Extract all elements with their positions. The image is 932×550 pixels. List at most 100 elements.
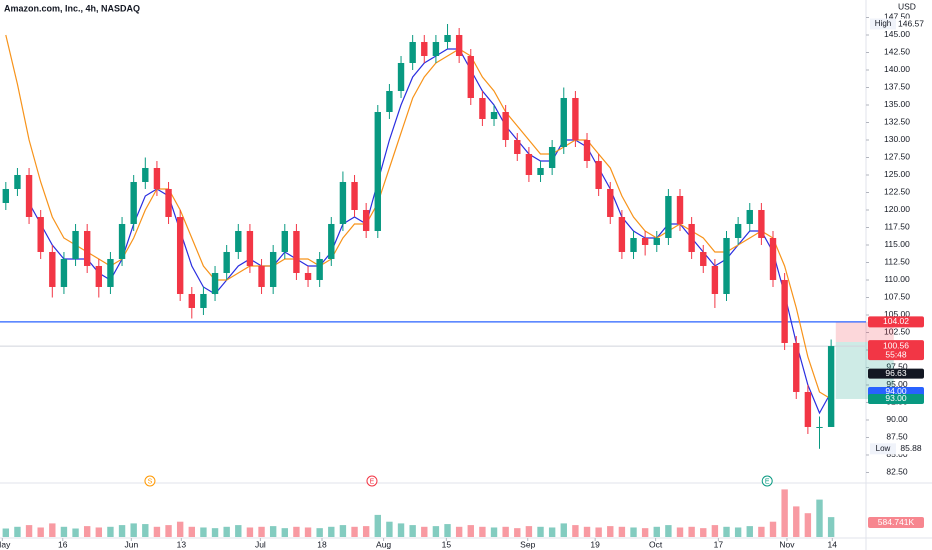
y-tick-label: 135.00 — [884, 99, 910, 109]
volume-bar — [281, 528, 288, 537]
candle-body — [246, 230, 254, 266]
candle-body — [653, 237, 660, 245]
x-tick-label: Oct — [649, 539, 663, 549]
candle-body — [211, 272, 219, 294]
y-tick-label: 130.00 — [884, 134, 910, 144]
price-badge-label: 94.00 — [885, 386, 907, 396]
y-tick-label: 90.00 — [886, 414, 908, 424]
volume-bar — [769, 521, 777, 537]
candle-body — [734, 223, 742, 238]
position-stop-zone — [835, 321, 866, 343]
x-tick-label: 15 — [442, 539, 452, 549]
volume-bar — [246, 527, 254, 537]
volume-bar — [781, 489, 788, 537]
candle-body — [397, 62, 405, 91]
volume-bar — [142, 524, 149, 537]
y-tick-label: 95.00 — [886, 379, 908, 389]
y-tick-label: 132.50 — [884, 117, 910, 127]
price-badge — [868, 368, 924, 379]
x-tick-label: 18 — [317, 539, 327, 549]
candle-body — [595, 160, 602, 189]
event-marker-label: E — [765, 478, 770, 485]
volume-bar — [548, 527, 556, 537]
volume-bar — [316, 528, 323, 537]
candle-body — [328, 223, 335, 259]
candle-body — [560, 97, 567, 147]
volume-bar — [479, 526, 486, 537]
y-tick-label: 127.50 — [884, 152, 910, 162]
x-tick-label: 16 — [58, 539, 68, 549]
candle-body — [467, 55, 474, 98]
candle-body — [827, 346, 835, 427]
candle-body — [351, 181, 358, 210]
candle-body — [281, 230, 288, 252]
volume-bar — [223, 526, 230, 537]
volume-bar — [107, 526, 114, 537]
volume-bar — [200, 527, 207, 537]
moving-average-line — [28, 48, 832, 415]
y-tick-label: 97.50 — [886, 362, 908, 372]
volume-bar — [641, 528, 649, 537]
event-marker — [761, 475, 773, 487]
candle-body — [374, 111, 381, 231]
volume-bar — [607, 526, 614, 537]
x-tick-label: Jul — [255, 539, 266, 549]
x-tick-label: Aug — [376, 539, 391, 549]
volume-bar — [37, 527, 44, 537]
candle-body — [455, 34, 463, 56]
y-tick-label: 110.00 — [884, 274, 910, 284]
candle-body — [258, 265, 265, 287]
volume-bar — [374, 514, 381, 537]
candle-body — [25, 174, 33, 217]
candle-body — [711, 265, 719, 294]
axes: 82.5085.0087.5090.0092.5095.0097.50100.0… — [0, 12, 924, 550]
chart-title: Amazon.com, Inc., 4h, NASDAQ — [4, 3, 140, 13]
volume-bar — [211, 528, 219, 537]
y-tick-label: 117.50 — [884, 222, 910, 232]
candle-body — [583, 139, 591, 161]
volume-bar — [153, 526, 161, 537]
candle-body — [479, 97, 486, 119]
candle-body — [153, 167, 161, 189]
volume-bar — [455, 526, 463, 537]
candle-body — [525, 153, 533, 175]
price-badge — [868, 316, 924, 328]
candle-body — [548, 146, 556, 168]
candle-body — [362, 209, 370, 231]
last-price-label: 100.56 — [883, 340, 909, 350]
volume-bar — [130, 523, 137, 537]
candle-body — [572, 97, 579, 140]
candle-body — [142, 167, 149, 182]
y-tick-label: 122.50 — [884, 187, 910, 197]
y-tick-label: 115.00 — [884, 239, 910, 249]
event-marker-label: S — [148, 478, 153, 485]
candle-body — [293, 230, 300, 273]
y-tick-label: 140.00 — [884, 64, 910, 74]
price-badge — [868, 393, 924, 404]
candle-body — [769, 237, 777, 280]
volume-bar — [444, 524, 451, 537]
y-tick-label: 142.50 — [884, 47, 910, 57]
volume-bar — [514, 528, 521, 537]
volume-bar — [49, 523, 56, 537]
candle-body — [316, 258, 323, 280]
extreme-value-bg — [897, 18, 924, 30]
volume-bar — [339, 525, 347, 537]
x-tick-label: Nov — [779, 539, 795, 549]
volume-bar — [804, 513, 812, 537]
candle-body — [688, 223, 695, 252]
price-badge-label: 93.00 — [885, 393, 907, 403]
x-tick-label: May — [0, 539, 11, 549]
x-tick-label: 14 — [828, 539, 838, 549]
candle-body — [781, 279, 788, 343]
candle-body — [200, 293, 207, 308]
price-badge-label: 96.63 — [885, 368, 907, 378]
candle-body — [665, 195, 672, 238]
plot-area — [0, 24, 866, 449]
x-tick-label: Jun — [124, 539, 138, 549]
candle-body — [386, 90, 393, 112]
volume-bar — [827, 517, 835, 537]
volume-bar — [676, 527, 684, 537]
candle-body — [421, 41, 428, 56]
